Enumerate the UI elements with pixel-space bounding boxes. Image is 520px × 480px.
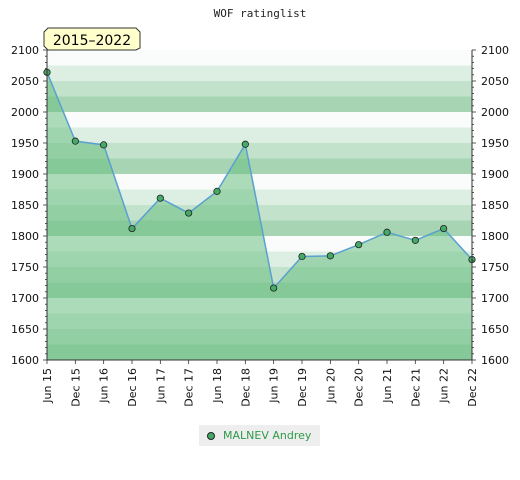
y-tick-label-left: 1950 <box>11 137 39 150</box>
data-point <box>71 137 79 145</box>
data-point <box>326 252 334 260</box>
x-tick-label: Dec 19 <box>296 368 309 407</box>
data-point <box>270 284 278 292</box>
y-tick-label-right: 2100 <box>481 44 509 57</box>
legend[interactable]: MALNEV Andrey <box>199 425 320 446</box>
legend-marker <box>207 431 215 440</box>
x-tick-label: Jun 22 <box>438 368 451 404</box>
y-tick-label-left: 1700 <box>11 292 39 305</box>
legend-label: MALNEV Andrey <box>223 429 312 442</box>
y-tick-label-right: 1800 <box>481 230 509 243</box>
x-tick-label: Dec 20 <box>353 368 366 407</box>
grid-band <box>47 174 472 190</box>
chart-title: WOF ratinglist <box>214 7 307 20</box>
data-point <box>298 252 306 261</box>
grid-band <box>47 65 472 81</box>
data-point <box>128 224 136 233</box>
x-tick-label: Jun 21 <box>381 368 394 404</box>
y-tick-label-left: 1650 <box>11 323 39 336</box>
grid-band <box>47 112 472 128</box>
y-tick-label-left: 2050 <box>11 75 39 88</box>
line-layer <box>46 72 473 290</box>
data-point <box>383 228 391 236</box>
data-point <box>213 187 221 195</box>
x-tick-label: Jun 17 <box>154 368 167 404</box>
data-point <box>100 141 108 149</box>
x-tick-label: Jun 20 <box>324 368 337 404</box>
area-layer <box>47 72 472 360</box>
grid-band <box>47 81 472 97</box>
period-badge-text: 2015–2022 <box>53 33 131 49</box>
x-tick-label: Jun 19 <box>268 368 281 404</box>
series-area <box>47 72 472 360</box>
series-line <box>46 72 473 290</box>
x-tick-label: Dec 17 <box>183 368 196 407</box>
x-tick-label: Jun 15 <box>41 368 54 404</box>
y-tick-label-left: 1900 <box>11 168 39 181</box>
period-badge: 2015–2022 <box>43 27 141 51</box>
y-tick-label-right: 1850 <box>481 199 509 212</box>
y-tick-label-left: 2000 <box>11 106 39 119</box>
data-point <box>440 224 448 233</box>
axes <box>43 49 476 364</box>
x-axis-labels: Jun 15 Dec 15 Jun 16 Dec 16 Jun 17 Dec 17 Jun … <box>41 368 479 407</box>
data-point <box>411 236 419 244</box>
data-point <box>156 194 164 202</box>
y-axis-left-labels: 1600 1650 1700 1750 1800 1850 1900 1950 2000 2050… <box>11 44 39 367</box>
data-point <box>241 140 249 148</box>
y-tick-label-right: 2000 <box>481 106 509 119</box>
grid-band <box>47 143 472 159</box>
x-tick-label: Jun 16 <box>98 368 111 404</box>
y-tick-label-right: 1900 <box>481 168 509 181</box>
y-tick-label-right: 2050 <box>481 75 509 88</box>
y-tick-label-left: 1800 <box>11 230 39 243</box>
grid-band <box>47 127 472 143</box>
y-tick-label-left: 2100 <box>11 44 39 57</box>
x-tick-label: Dec 22 <box>466 368 479 407</box>
y-tick-label-left: 1850 <box>11 199 39 212</box>
x-tick-label: Dec 16 <box>126 368 139 407</box>
y-tick-label-left: 1750 <box>11 261 39 274</box>
y-tick-label-right: 1700 <box>481 292 509 305</box>
y-tick-label-right: 1750 <box>481 261 509 274</box>
grid-band <box>47 189 472 205</box>
y-tick-label-right: 1950 <box>481 137 509 150</box>
y-axis-right-labels: 1600 1650 1700 1750 1800 1850 1900 1950 2000 2050… <box>481 44 509 367</box>
x-tick-label: Dec 15 <box>69 368 82 407</box>
y-tick-label-right: 1650 <box>481 323 509 336</box>
x-tick-label: Dec 21 <box>409 368 422 407</box>
y-tick-label-left: 1600 <box>11 354 39 367</box>
x-tick-label: Dec 18 <box>239 368 252 407</box>
grid-band <box>47 96 472 112</box>
data-point <box>355 241 363 249</box>
x-tick-label: Jun 18 <box>211 368 224 404</box>
data-point <box>185 209 193 217</box>
grid-band <box>47 158 472 174</box>
y-tick-label-right: 1600 <box>481 354 509 367</box>
grid-band <box>47 50 472 66</box>
